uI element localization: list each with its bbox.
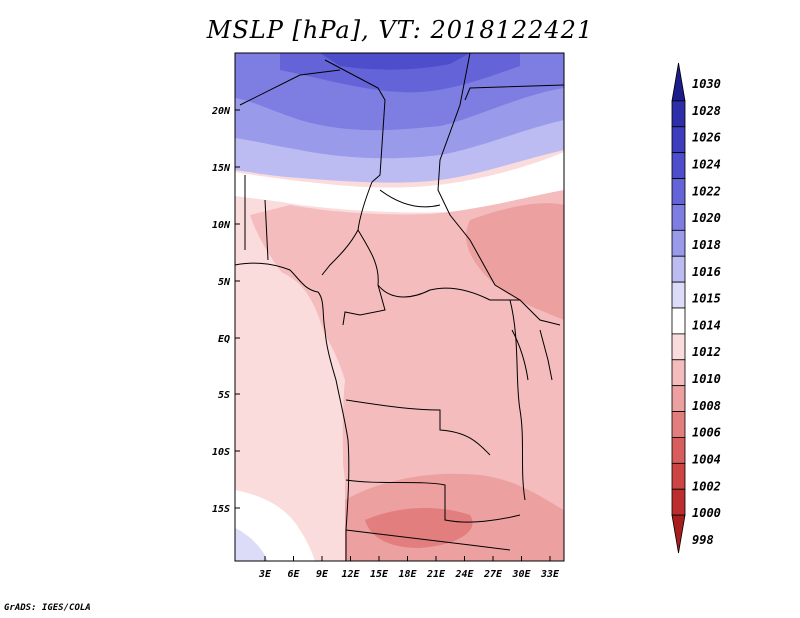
- lon-label: 15E: [370, 569, 389, 580]
- colorbar-label: 1008: [692, 399, 721, 413]
- lat-label: 15S: [212, 504, 230, 515]
- lat-label: 5S: [218, 390, 230, 401]
- colorbar-swatch: [671, 126, 686, 154]
- lon-label: 24E: [454, 569, 474, 580]
- colorbar-swatch: [671, 437, 686, 464]
- colorbar-label: 1012: [692, 345, 721, 359]
- country-borders: [235, 53, 564, 561]
- colorbar-swatch: [671, 488, 686, 516]
- colorbar-label: 1006: [692, 426, 721, 440]
- lon-label: 12E: [341, 569, 360, 580]
- colorbar-swatch: [671, 411, 686, 438]
- lat-label: 20N: [211, 106, 231, 117]
- colorbar-label: 1004: [692, 453, 721, 467]
- colorbar-label: 1022: [692, 184, 721, 198]
- lon-label: 9E: [316, 569, 329, 580]
- lon-label: 33E: [540, 569, 560, 580]
- colorbar-label: 1015: [692, 292, 721, 306]
- latitude-axis: 20N 15N 10N 5N EQ 5S 10S 15S: [211, 106, 240, 515]
- colorbar-swatch: [671, 514, 686, 554]
- colorbar-label: 1010: [692, 372, 721, 386]
- colorbar-swatch: [671, 359, 686, 387]
- map-frame: [234, 52, 565, 562]
- pressure-field: [235, 53, 564, 561]
- colorbar-swatch: [671, 152, 686, 179]
- colorbar-swatch: [671, 307, 686, 335]
- colorbar-swatch: [671, 178, 686, 205]
- colorbar-label: 1018: [692, 238, 721, 252]
- colorbar-swatch: [671, 385, 686, 412]
- lon-label: 21E: [426, 569, 446, 580]
- lon-label: 3E: [258, 569, 272, 580]
- colorbar-label: 1020: [692, 211, 721, 225]
- longitude-axis: 3E 6E 9E 12E 15E 18E 21E 24E 27E 30E 33E: [258, 556, 560, 580]
- colorbar-swatch: [671, 62, 686, 102]
- lat-label: 5N: [218, 277, 231, 288]
- colorbar-label: 1026: [692, 131, 721, 145]
- colorbar-label: 1000: [692, 506, 721, 520]
- colorbar-swatch: [671, 204, 686, 231]
- lat-label: 10S: [212, 447, 230, 458]
- colorbar-swatch: [671, 333, 686, 361]
- colorbar-label: 1030: [692, 77, 721, 91]
- colorbar: 1030 1028 1026 1024 1022 1020 1018 1016 1015 1014…: [671, 62, 721, 554]
- lon-label: 27E: [483, 569, 503, 580]
- colorbar-swatch: [671, 100, 686, 128]
- lat-label: 10N: [212, 220, 231, 231]
- lat-label: 15N: [212, 163, 231, 174]
- lon-label: 18E: [398, 569, 417, 580]
- colorbar-swatch: [671, 281, 686, 309]
- colorbar-label: 1024: [692, 157, 721, 171]
- colorbar-label: 1014: [692, 318, 721, 332]
- colorbar-label: 1016: [692, 265, 721, 279]
- lon-label: 6E: [287, 569, 300, 580]
- colorbar-swatch: [671, 255, 686, 283]
- colorbar-label: 1028: [692, 104, 721, 118]
- map-title: MSLP [hPa], VT: 2018122421: [206, 16, 594, 44]
- colorbar-swatch: [671, 462, 686, 490]
- credit-label: GrADS: IGES/COLA: [4, 603, 91, 613]
- lat-label: EQ: [218, 334, 230, 345]
- lon-label: 30E: [511, 569, 531, 580]
- colorbar-label: 998: [692, 533, 714, 547]
- colorbar-swatch: [671, 229, 686, 257]
- colorbar-label: 1002: [692, 479, 721, 493]
